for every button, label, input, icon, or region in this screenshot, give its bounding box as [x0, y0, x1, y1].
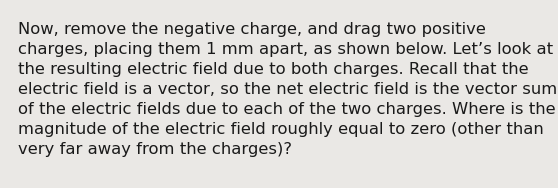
Text: Now, remove the negative charge, and drag two positive
charges, placing them 1 m: Now, remove the negative charge, and dra…	[18, 22, 557, 157]
